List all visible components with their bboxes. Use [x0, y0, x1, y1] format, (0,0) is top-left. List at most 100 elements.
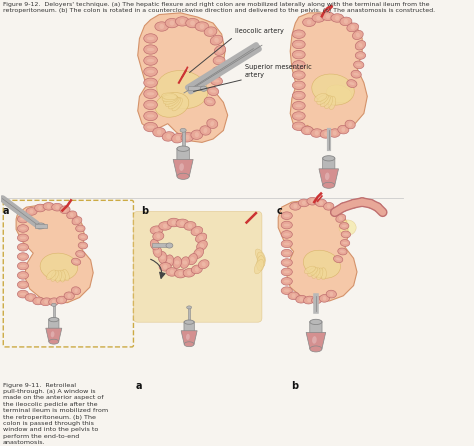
Bar	[53, 305, 55, 320]
Ellipse shape	[159, 222, 172, 230]
Ellipse shape	[59, 270, 65, 282]
Ellipse shape	[155, 228, 159, 232]
Ellipse shape	[46, 270, 56, 280]
Ellipse shape	[75, 219, 79, 223]
Ellipse shape	[355, 41, 365, 50]
Ellipse shape	[175, 260, 180, 264]
Ellipse shape	[195, 22, 209, 31]
Ellipse shape	[184, 320, 194, 324]
Ellipse shape	[43, 202, 54, 210]
Ellipse shape	[295, 74, 302, 77]
Polygon shape	[278, 200, 357, 301]
Ellipse shape	[18, 262, 28, 270]
Ellipse shape	[312, 336, 317, 344]
Ellipse shape	[144, 34, 157, 43]
Ellipse shape	[63, 208, 67, 212]
Ellipse shape	[339, 223, 349, 229]
Ellipse shape	[155, 22, 169, 31]
Ellipse shape	[195, 267, 199, 272]
Ellipse shape	[153, 232, 164, 240]
Ellipse shape	[72, 287, 81, 294]
Ellipse shape	[295, 125, 302, 128]
Ellipse shape	[20, 255, 26, 258]
Ellipse shape	[20, 274, 26, 277]
Ellipse shape	[159, 263, 171, 271]
Ellipse shape	[144, 56, 157, 65]
Ellipse shape	[312, 14, 325, 22]
Ellipse shape	[67, 211, 77, 219]
Ellipse shape	[333, 131, 337, 136]
Ellipse shape	[180, 257, 190, 268]
Ellipse shape	[284, 289, 290, 292]
Ellipse shape	[166, 243, 173, 248]
Ellipse shape	[176, 136, 180, 140]
Bar	[188, 307, 191, 322]
Ellipse shape	[200, 126, 211, 135]
Ellipse shape	[49, 318, 59, 322]
Ellipse shape	[212, 66, 224, 75]
Ellipse shape	[172, 220, 176, 225]
Ellipse shape	[324, 202, 334, 210]
Ellipse shape	[208, 29, 213, 34]
Ellipse shape	[78, 253, 83, 255]
Ellipse shape	[49, 298, 59, 306]
Ellipse shape	[62, 269, 69, 281]
Ellipse shape	[195, 132, 199, 137]
Ellipse shape	[281, 259, 292, 266]
Ellipse shape	[295, 53, 302, 56]
Ellipse shape	[76, 251, 85, 257]
Ellipse shape	[292, 112, 305, 120]
Ellipse shape	[344, 19, 348, 24]
FancyBboxPatch shape	[134, 211, 262, 322]
Ellipse shape	[281, 287, 292, 294]
Ellipse shape	[186, 334, 190, 340]
Text: b: b	[141, 206, 148, 216]
Ellipse shape	[312, 74, 354, 105]
Ellipse shape	[281, 249, 292, 257]
Ellipse shape	[18, 253, 28, 260]
Ellipse shape	[295, 94, 302, 97]
Ellipse shape	[164, 96, 178, 104]
Ellipse shape	[25, 293, 36, 301]
Ellipse shape	[193, 248, 204, 259]
Ellipse shape	[316, 199, 327, 207]
Ellipse shape	[340, 17, 352, 26]
Ellipse shape	[207, 119, 218, 128]
Ellipse shape	[216, 59, 222, 62]
Ellipse shape	[187, 306, 191, 309]
Ellipse shape	[351, 70, 361, 78]
Ellipse shape	[176, 219, 189, 227]
Ellipse shape	[162, 93, 177, 100]
Ellipse shape	[187, 270, 191, 275]
Ellipse shape	[301, 126, 313, 135]
Ellipse shape	[180, 128, 186, 132]
Ellipse shape	[292, 30, 305, 38]
Text: a: a	[136, 380, 142, 391]
FancyBboxPatch shape	[49, 319, 59, 329]
Ellipse shape	[300, 297, 303, 301]
Ellipse shape	[185, 135, 190, 140]
Ellipse shape	[356, 33, 360, 37]
Ellipse shape	[153, 246, 162, 257]
Ellipse shape	[44, 300, 48, 304]
Ellipse shape	[326, 14, 330, 19]
Ellipse shape	[190, 21, 195, 26]
Polygon shape	[319, 169, 338, 186]
Text: c: c	[277, 206, 283, 216]
Polygon shape	[46, 328, 62, 342]
Ellipse shape	[295, 63, 302, 66]
Ellipse shape	[52, 300, 55, 304]
Ellipse shape	[311, 129, 323, 137]
Ellipse shape	[170, 21, 174, 26]
Ellipse shape	[41, 298, 52, 306]
Ellipse shape	[163, 223, 167, 228]
Ellipse shape	[316, 268, 323, 280]
Ellipse shape	[215, 69, 221, 72]
Ellipse shape	[307, 198, 318, 205]
Ellipse shape	[281, 221, 292, 229]
Ellipse shape	[210, 77, 222, 85]
Ellipse shape	[147, 48, 155, 51]
Ellipse shape	[197, 240, 207, 251]
Ellipse shape	[47, 204, 51, 208]
Ellipse shape	[339, 220, 356, 235]
